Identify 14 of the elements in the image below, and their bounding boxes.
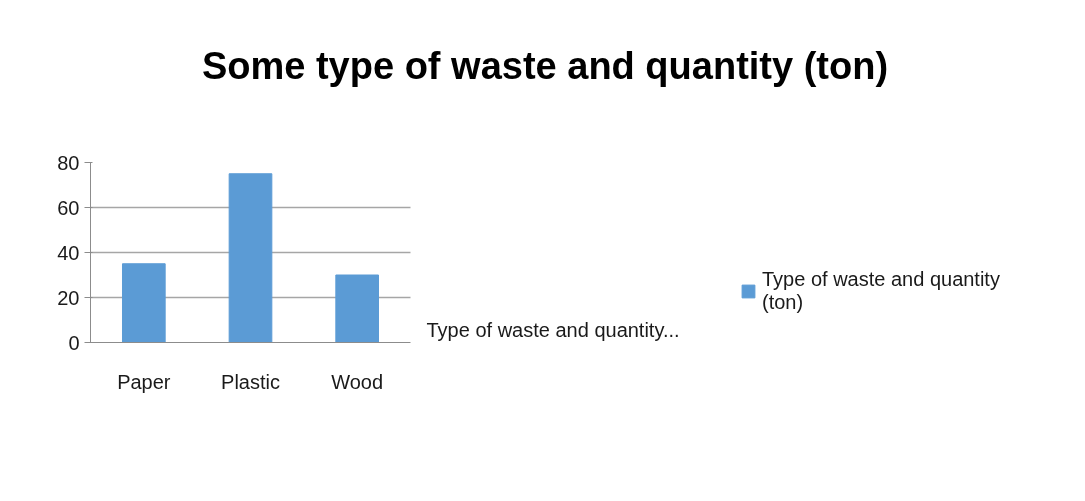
x-tick-label: Plastic (221, 370, 280, 393)
text: Some type of waste and quantity (ton) (201, 44, 889, 89)
x-tick-label: Paper (117, 370, 171, 393)
y-tick-label: 20 (57, 286, 80, 309)
y-tick-label: 0 (68, 331, 80, 354)
bar (122, 263, 166, 343)
y-tick-label: 80 (57, 151, 80, 174)
bar (335, 274, 379, 343)
bar (228, 173, 273, 343)
legend-label: Type of waste and quantity (ton) (762, 268, 1000, 314)
y-tick-label: 40 (57, 241, 80, 264)
x-tick-label: Wood (331, 370, 384, 393)
text: Type of waste and quantity... (426, 318, 680, 341)
y-tick-label: 60 (57, 196, 80, 219)
